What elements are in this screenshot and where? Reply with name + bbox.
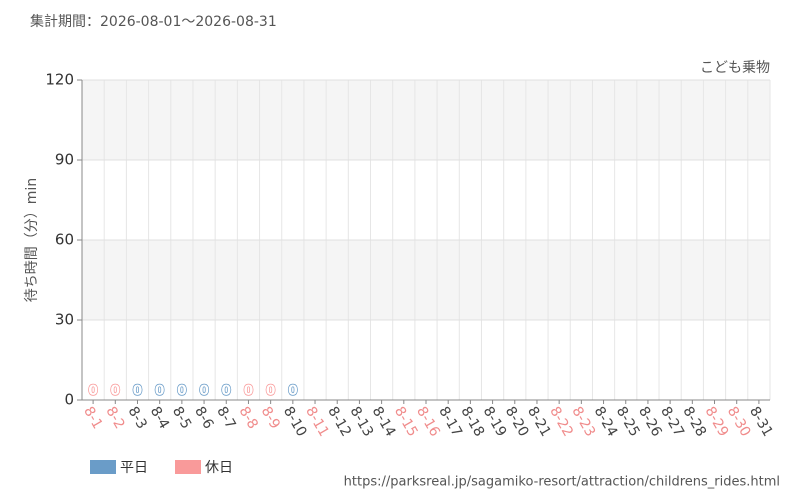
legend-label: 平日	[120, 460, 148, 476]
chart-subtitle: こども乗物	[700, 60, 770, 76]
data-label: 0	[88, 383, 98, 399]
data-label: 0	[244, 383, 254, 399]
x-tick-label: 8-7	[213, 404, 238, 432]
y-tick-label: 30	[55, 311, 74, 329]
data-label: 0	[266, 383, 276, 399]
y-tick-label: 120	[45, 71, 74, 89]
data-label: 0	[155, 383, 165, 399]
data-label: 0	[288, 383, 298, 399]
source: https://parksreal.jp/sagamiko-resort/att…	[344, 475, 780, 490]
data-label: 0	[221, 383, 231, 399]
legend-swatch	[175, 460, 201, 474]
x-tick-label: 8-31	[746, 404, 776, 440]
x-tick-label: 8-1	[80, 404, 105, 432]
data-label: 0	[133, 383, 143, 399]
chart-title: 集計期間：2026-08-01〜2026-08-31	[30, 13, 277, 30]
x-tick-label: 8-2	[102, 404, 127, 432]
data-label: 0	[199, 383, 209, 399]
grid-band	[82, 240, 770, 320]
grid-band	[82, 80, 770, 160]
legend-label: 休日	[205, 460, 233, 476]
y-axis-label: 待ち時間（分）min	[24, 178, 40, 302]
x-tick-label: 8-5	[169, 404, 194, 432]
data-label: 0	[177, 383, 187, 399]
y-tick-label: 60	[55, 231, 74, 249]
legend-swatch	[90, 460, 116, 474]
y-tick-label: 0	[64, 391, 74, 409]
data-label: 0	[110, 383, 120, 399]
x-tick-label: 8-8	[236, 404, 261, 432]
x-tick-label: 8-9	[258, 404, 283, 432]
x-tick-label: 8-3	[125, 404, 150, 432]
y-tick-label: 90	[55, 151, 74, 169]
x-tick-label: 8-6	[191, 404, 216, 432]
x-tick-label: 8-4	[147, 404, 172, 432]
